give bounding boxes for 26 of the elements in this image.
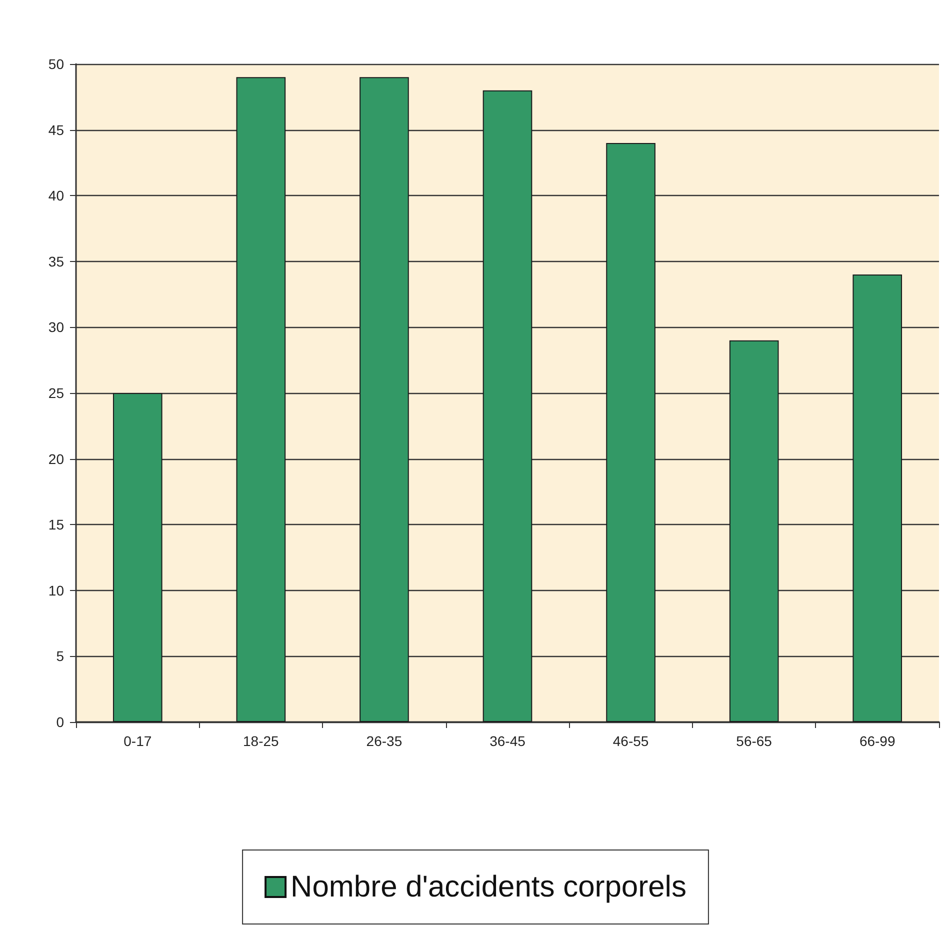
legend-label: Nombre d'accidents corporels [290, 870, 686, 904]
y-tick-label: 5 [56, 648, 64, 664]
y-tick-label: 10 [48, 582, 64, 598]
x-tick-label: 18-25 [243, 733, 280, 749]
x-tick-label: 56-65 [736, 733, 772, 749]
bar [112, 393, 162, 722]
x-tick-label: 36-45 [490, 733, 526, 749]
y-tick-label: 15 [48, 516, 64, 533]
y-tick-label: 30 [48, 319, 64, 336]
y-tick-label: 25 [48, 385, 64, 401]
bar [482, 90, 532, 722]
y-tick-label: 0 [56, 714, 64, 730]
bar [360, 77, 409, 722]
bar [729, 340, 779, 722]
y-tick-label: 45 [48, 122, 64, 138]
y-tick-label: 50 [48, 56, 64, 72]
y-tick-label: 20 [48, 450, 64, 467]
bar [236, 77, 286, 722]
x-tick-label: 46-55 [612, 733, 649, 749]
x-tick-label: 0-17 [124, 733, 152, 749]
x-tick-label: 26-35 [366, 733, 402, 749]
bar [852, 274, 902, 722]
y-tick-label: 35 [48, 253, 64, 270]
bar [606, 142, 656, 722]
y-tick-label: 40 [48, 188, 64, 204]
x-tick-label: 66-99 [859, 733, 896, 749]
